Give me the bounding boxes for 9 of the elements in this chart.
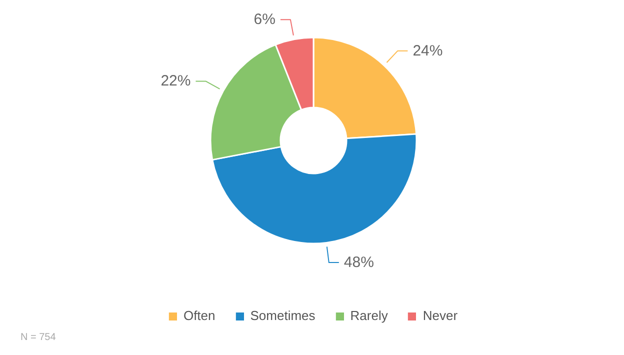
data-label: 48% (344, 254, 374, 272)
text: N = 754 (20, 332, 56, 343)
legend-label: Never (422, 308, 458, 323)
data-label: 6% (254, 11, 276, 28)
data-label: 24% (412, 42, 443, 60)
legend-label: Often (183, 308, 216, 323)
legend-label: Rarely (350, 308, 388, 323)
legend-label: Sometimes (250, 308, 316, 323)
data-label: 22% (160, 72, 191, 90)
